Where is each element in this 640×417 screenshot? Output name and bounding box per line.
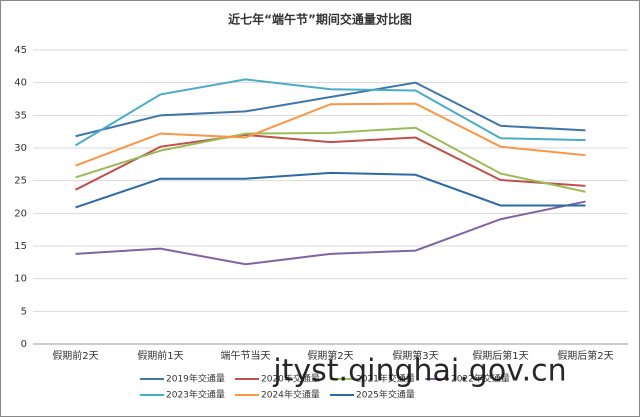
y-tick-label: 15	[14, 241, 27, 252]
series-line	[75, 133, 586, 191]
series-line	[74, 78, 586, 147]
y-tick-label: 25	[14, 176, 27, 187]
series-line	[75, 81, 586, 138]
legend-label: 2020年交通量	[261, 373, 320, 385]
series-line	[75, 171, 586, 209]
x-tick-label: 假期后第2天	[557, 349, 613, 362]
legend-label: 2023年交通量	[166, 389, 225, 401]
series-line	[75, 200, 586, 266]
series-line	[75, 126, 586, 193]
x-tick-label: 假期第3天	[392, 349, 438, 362]
x-tick-label: 假期前2天	[52, 349, 98, 362]
y-tick-label: 40	[14, 78, 27, 89]
watermark: jtyst.qinghai.gov.cn	[272, 354, 566, 389]
y-tick-label: 0	[21, 339, 27, 350]
x-tick-label: 端午节当天	[221, 349, 271, 362]
legend-label: 2024年交通量	[261, 389, 320, 401]
x-tick-label: 假期后第1天	[472, 349, 528, 362]
x-tick-label: 假期前1天	[137, 349, 183, 362]
y-tick-label: 35	[14, 110, 27, 121]
legend-label: 2019年交通量	[166, 373, 225, 385]
series-line	[75, 102, 586, 167]
y-tick-label: 30	[14, 143, 27, 154]
y-tick-label: 5	[21, 306, 27, 317]
y-tick-label: 10	[14, 274, 27, 285]
y-tick-label: 20	[14, 208, 27, 219]
chart-title: 近七年“端午节”期间交通量对比图	[228, 12, 412, 27]
legend-label: 2021年交通量	[356, 373, 415, 385]
x-tick-label: 假期第2天	[307, 349, 353, 362]
y-tick-label: 45	[14, 45, 27, 56]
legend-label: 2025年交通量	[356, 389, 415, 401]
legend-label: 2022年交通量	[451, 373, 510, 385]
